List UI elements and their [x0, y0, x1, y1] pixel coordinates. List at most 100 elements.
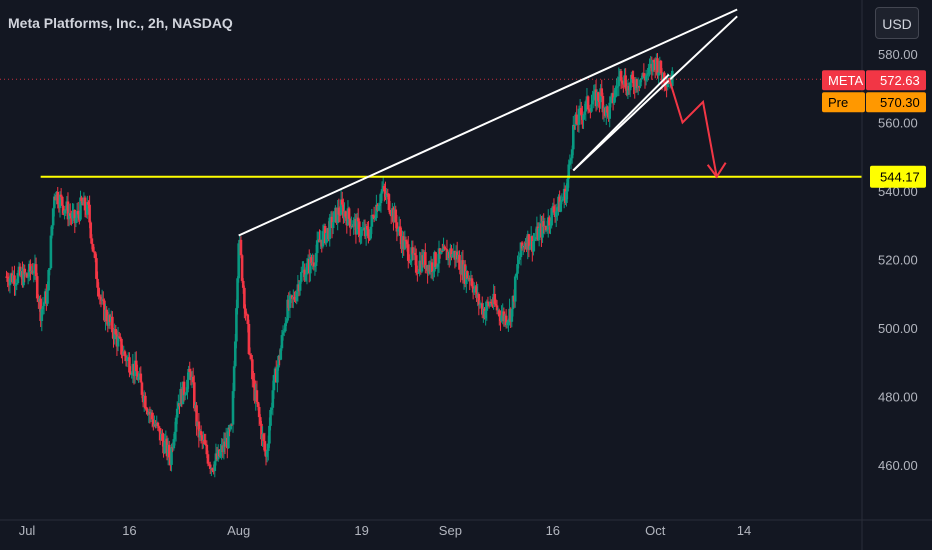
lower-wedge-line[interactable]: [572, 15, 738, 172]
candle-body: [120, 338, 123, 355]
x-tick-label: Oct: [645, 523, 666, 538]
candle-body: [42, 302, 46, 307]
candle-body: [541, 221, 544, 238]
candle-body: [22, 268, 25, 286]
candle-body: [591, 100, 594, 105]
candle-body: [310, 257, 313, 264]
candle-body: [652, 59, 656, 63]
candle-body: [227, 427, 230, 449]
candle-body: [511, 295, 515, 310]
candle-body: [71, 212, 74, 219]
candle-body: [50, 225, 54, 236]
candle-body: [379, 193, 383, 204]
candle-body: [58, 194, 62, 208]
price-axis[interactable]: 580.00 560.00 540.00 520.00 500.00 480.00 460.…: [861, 0, 918, 550]
candle-body: [208, 464, 212, 469]
candle-body: [134, 360, 138, 372]
candle-body: [396, 228, 400, 232]
candle-body: [150, 412, 154, 420]
candle-body: [439, 250, 443, 254]
candle-body: [587, 109, 591, 111]
candle-body: [360, 229, 363, 236]
candle-body: [344, 211, 347, 217]
candle-body: [92, 251, 96, 253]
candle-body: [443, 246, 446, 249]
candle-body: [195, 405, 198, 427]
candle-body: [241, 280, 245, 288]
candle-body: [395, 222, 399, 232]
candle-body: [230, 424, 234, 426]
candle-body: [271, 390, 275, 408]
candle-body: [207, 463, 211, 465]
candle-body: [579, 108, 583, 115]
price-tags: META 572.63 Pre 570.30 544.17: [822, 70, 926, 188]
candle-body: [95, 258, 98, 279]
candle-body: [586, 96, 590, 110]
y-tick-label: 460.00: [878, 458, 918, 473]
candle-body: [97, 287, 100, 297]
candle-body: [203, 439, 206, 445]
upper-wedge-line[interactable]: [238, 8, 738, 237]
candle-body: [144, 395, 147, 409]
candle-body: [277, 355, 280, 368]
candle-body: [140, 382, 144, 395]
projection-path[interactable]: [667, 77, 718, 177]
candle-body: [416, 272, 419, 274]
candle-body: [269, 409, 272, 426]
candle-body: [266, 443, 270, 452]
x-tick-label: Sep: [439, 523, 462, 538]
candle-body: [450, 248, 453, 258]
wedge-resistance[interactable]: [572, 73, 670, 172]
candle-body: [571, 124, 575, 150]
candle-body: [385, 193, 388, 197]
candle-body: [257, 406, 261, 418]
candle-body: [80, 197, 83, 202]
candle-body: [494, 303, 498, 306]
candle-body: [369, 226, 373, 239]
candle-body: [631, 74, 634, 80]
currency-button[interactable]: USD: [875, 7, 919, 39]
candle-body: [545, 229, 549, 231]
time-axis[interactable]: Jul 16 Aug 19 Sep 16 Oct 14: [0, 519, 932, 538]
candlestick-series: [5, 53, 674, 478]
candle-body: [486, 301, 490, 303]
candle-body: [174, 417, 178, 432]
x-tick-label: 19: [354, 523, 368, 538]
candle-body: [247, 323, 251, 354]
candle-body: [251, 359, 254, 380]
candle-body: [520, 242, 524, 249]
candle-body: [568, 160, 572, 165]
candle-body: [263, 441, 267, 452]
candle-body: [284, 323, 287, 332]
candle-body: [394, 209, 398, 223]
candle-body: [279, 348, 283, 360]
candle-body: [189, 371, 193, 381]
candle-body: [114, 328, 118, 335]
candle-body: [285, 320, 288, 324]
candle-body: [617, 76, 621, 87]
candle-body: [372, 215, 376, 220]
candle-body: [548, 217, 551, 226]
candle-body: [62, 205, 65, 214]
candle-body: [417, 272, 420, 274]
candle-body: [204, 444, 207, 446]
candle-body: [315, 240, 319, 254]
candle-body: [338, 214, 342, 216]
candle-body: [46, 290, 49, 304]
candle-body: [199, 431, 203, 436]
x-tick-label: Jul: [19, 523, 36, 538]
candle-body: [608, 102, 612, 119]
candle-body: [632, 79, 635, 87]
candle-body: [367, 229, 370, 239]
candle-body: [16, 273, 20, 284]
candle-body: [336, 207, 339, 224]
candle-body: [14, 284, 17, 286]
candle-body: [403, 240, 407, 250]
candle-body: [342, 204, 345, 219]
candle-body: [644, 75, 648, 81]
candle-body: [172, 439, 176, 449]
level-value: 544.17: [880, 170, 920, 185]
candle-body: [304, 274, 308, 281]
candle-body: [32, 271, 36, 274]
